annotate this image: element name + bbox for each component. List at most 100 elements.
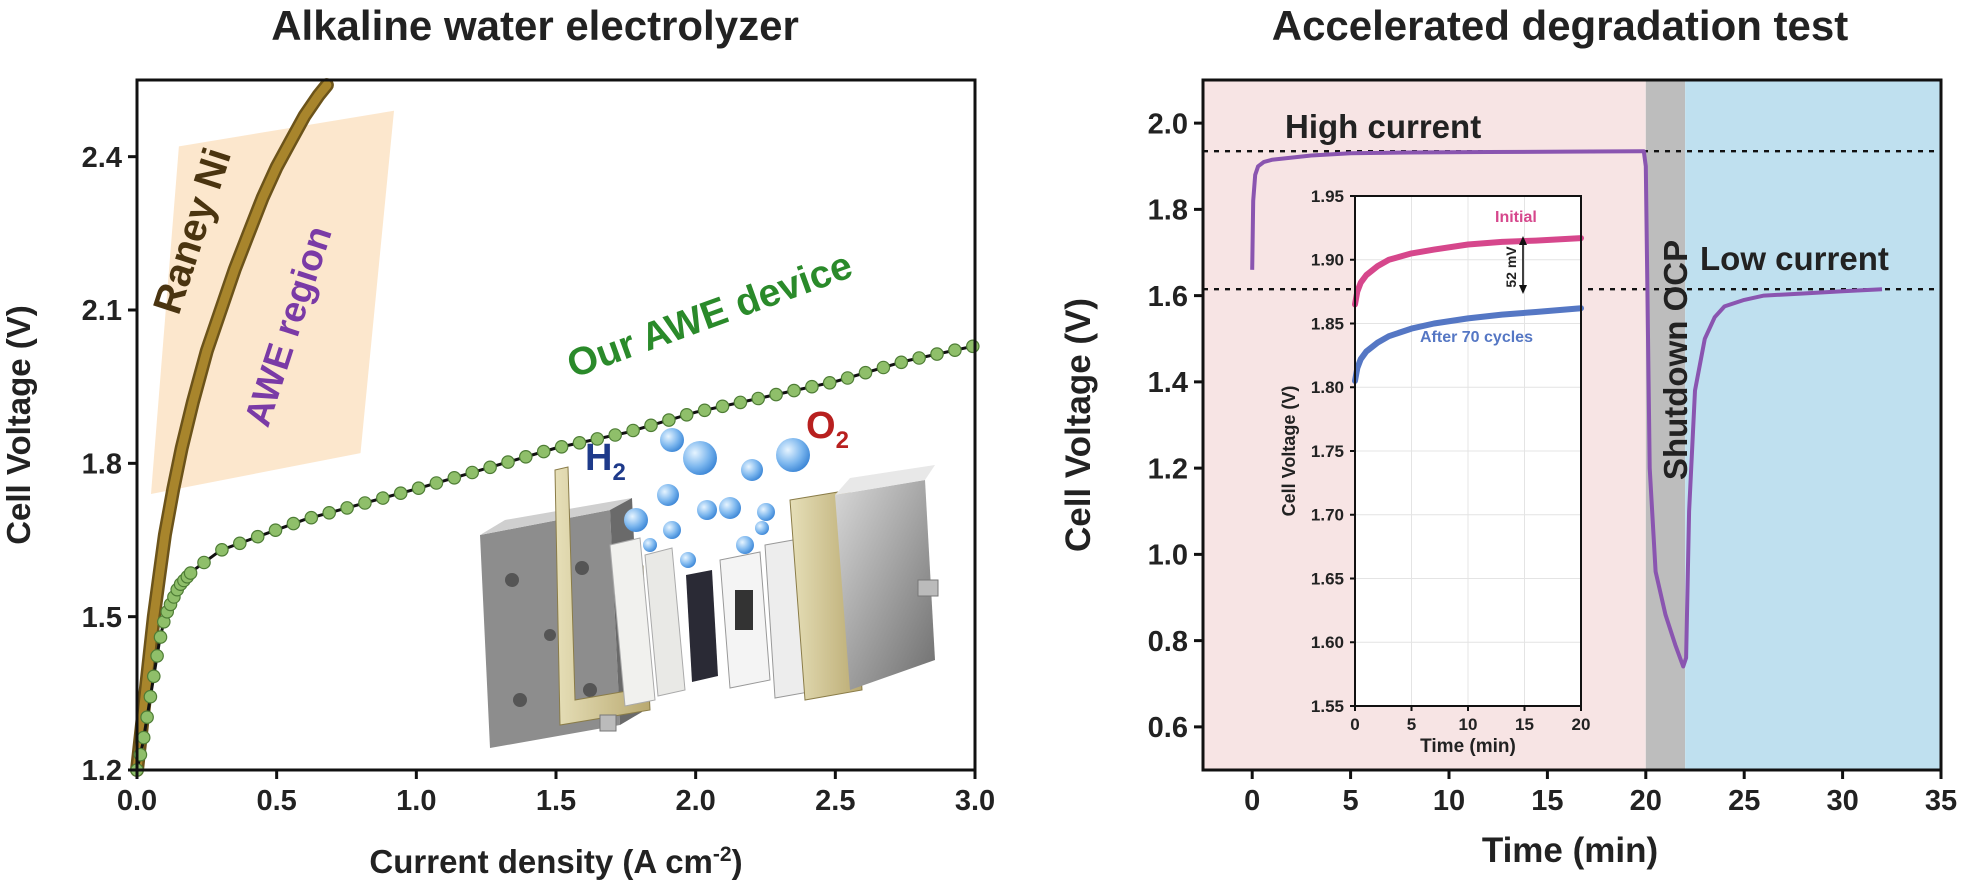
device-curve-label: Our AWE device: [562, 244, 858, 387]
polarization-chart: Alkaline water electrolyzer 0.0 0.5 1.0 1.5…: [0, 2, 995, 880]
right-plot-frame: [1201, 78, 1943, 772]
y-tick-label: 1.75: [1311, 442, 1344, 461]
device-data-point: [751, 391, 765, 406]
device-data-point: [930, 347, 944, 361]
x-tick-label: 2.0: [676, 785, 716, 817]
device-data-point: [233, 536, 247, 551]
inset-delta-arrowhead-bottom: [1519, 285, 1527, 294]
y-tick-label: 2.0: [1148, 108, 1188, 140]
y-tick-label: 1.8: [1148, 195, 1188, 227]
device-data-point: [805, 379, 819, 394]
device-data-point: [143, 689, 158, 704]
device-data-point: [483, 460, 497, 475]
y-tick-label: 0.6: [1148, 712, 1188, 744]
device-data-point: [140, 710, 154, 724]
device-data-point: [679, 407, 694, 422]
y-tick-label: 1.8: [82, 448, 122, 480]
o2-label: O2: [806, 405, 849, 454]
right-y-ticks: 0.6 0.8 1.0 1.2 1.4 1.6 1.8 2.0: [1148, 108, 1203, 744]
inset-x-ticks: 0 5 10 15 20: [1350, 706, 1590, 734]
device-data-point: [153, 630, 168, 644]
x-tick-label: 20: [1572, 715, 1591, 734]
device-data-point: [447, 470, 462, 485]
device-data-point: [608, 428, 622, 442]
x-tick-label: 25: [1728, 785, 1760, 817]
x-tick-label: 15: [1531, 785, 1563, 817]
inset-delta-label: 52 mV: [1503, 246, 1519, 288]
chart-title-right: Accelerated degradation test: [1272, 2, 1849, 49]
device-data-point: [912, 351, 926, 365]
device-data-point: [340, 501, 354, 515]
y-tick-label: 1.5: [82, 602, 122, 634]
device-data-point: [572, 435, 587, 450]
inset-after-label: After 70 cycles: [1420, 329, 1533, 346]
device-data-point: [554, 439, 569, 454]
x-tick-label: 1.5: [536, 785, 576, 817]
x-tick-label: 0: [1244, 785, 1260, 817]
x-tick-label: 0: [1350, 715, 1359, 734]
y-tick-label: 1.55: [1311, 697, 1344, 716]
device-data-point: [769, 387, 783, 402]
device-data-point: [501, 455, 515, 469]
y-tick-label: 2.1: [82, 295, 122, 327]
right-series-group: [1250, 149, 1883, 669]
awe-region-band: [151, 110, 394, 494]
x-tick-label: 20: [1630, 785, 1662, 817]
y-tick-label: 0.8: [1148, 626, 1188, 658]
device-data-point: [626, 423, 640, 438]
left-x-axis-label: Current density (A cm-2): [369, 843, 742, 880]
x-tick-label: 5: [1407, 715, 1416, 734]
device-data-point: [965, 339, 980, 354]
device-data-point: [147, 669, 161, 684]
device-data-point: [375, 491, 390, 505]
device-data-point: [822, 375, 837, 390]
device-data-point: [715, 399, 730, 414]
raney-ni-curve: [132, 80, 332, 775]
device-data-point: [733, 395, 748, 410]
device-data-point: [662, 413, 676, 427]
phase-region: [1685, 80, 1941, 770]
x-tick-label: 0.5: [257, 785, 297, 817]
device-data-point: [150, 649, 164, 663]
right-x-ticks: 0 5 10 15 20 25 30 35: [1244, 770, 1957, 817]
right-reference-lines: [1203, 149, 1941, 291]
inset-series-group: [1352, 235, 1584, 384]
y-tick-label: 1.2: [82, 755, 122, 787]
device-data-point: [644, 418, 658, 433]
x-tick-label: 3.0: [955, 785, 995, 817]
device-data-point: [787, 383, 801, 398]
device-data-point: [393, 486, 408, 500]
y-tick-label: 1.2: [1148, 453, 1188, 485]
y-tick-label: 1.65: [1311, 569, 1344, 588]
y-tick-label: 1.70: [1311, 506, 1344, 525]
left-y-axis-label: Cell Voltage (V): [0, 305, 37, 545]
left-series-group: [130, 78, 980, 777]
y-tick-label: 1.4: [1148, 367, 1188, 399]
x-tick-label: 30: [1826, 785, 1858, 817]
device-data-point: [268, 523, 283, 537]
device-data-point: [411, 481, 426, 495]
voltage-trace: [1250, 149, 1883, 669]
y-tick-label: 1.0: [1148, 540, 1188, 572]
y-tick-label: 1.80: [1311, 378, 1344, 397]
device-data-point: [590, 432, 605, 446]
y-tick-label: 1.95: [1311, 187, 1344, 206]
inset-trace: [1352, 305, 1584, 384]
device-data-point: [250, 529, 265, 544]
x-tick-label: 10: [1459, 715, 1478, 734]
device-data-point: [136, 730, 151, 745]
electrolyzer-illustration: H2 O2: [480, 405, 939, 748]
device-data-point: [858, 365, 873, 380]
device-data-point: [465, 465, 479, 480]
y-tick-label: 1.60: [1311, 633, 1344, 652]
high-current-label: High current: [1285, 108, 1481, 145]
inset-chart: 0 5 10 15 20 1.55 1.60 1.65 1.70 1.75 1.80 1.85 1.9…: [1279, 187, 1590, 757]
device-data-point: [197, 555, 211, 570]
left-y-ticks: 1.2 1.5 1.8 2.1 2.4: [82, 142, 137, 787]
shutdown-ocp-label: Shutdown OCP: [1657, 240, 1694, 480]
degradation-chart: Accelerated degradation test 0 5 10 15 20 25 3…: [1059, 2, 1957, 870]
right-y-axis-label: Cell Voltage (V): [1059, 298, 1098, 552]
x-tick-label: 0.0: [117, 785, 157, 817]
low-current-label: Low current: [1700, 240, 1889, 277]
inset-y-ticks: 1.55 1.60 1.65 1.70 1.75 1.80 1.85 1.90 1.95: [1311, 187, 1355, 716]
